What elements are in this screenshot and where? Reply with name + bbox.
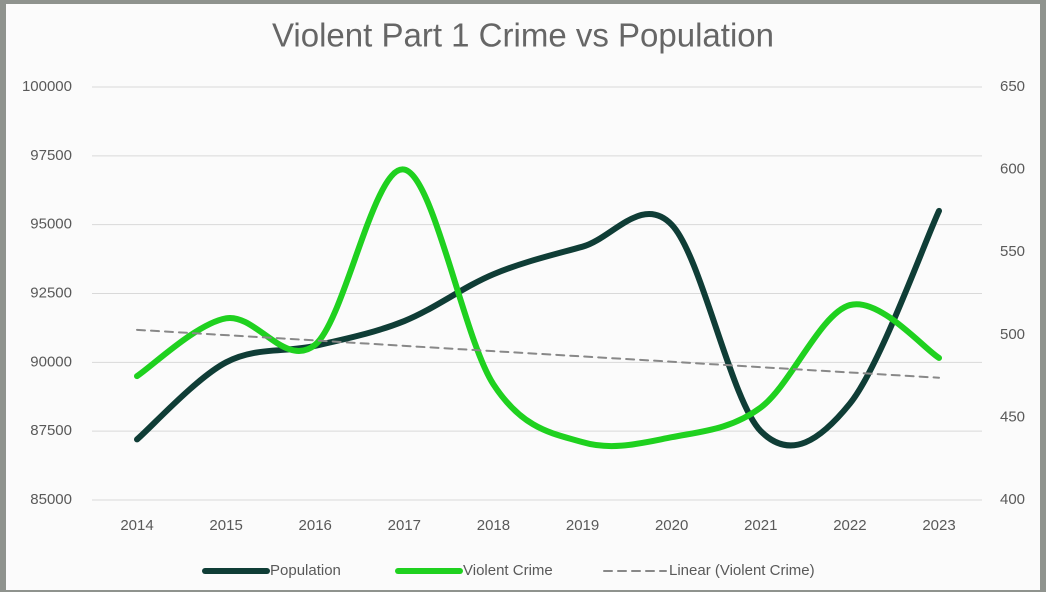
trend-line <box>136 328 940 379</box>
x-tick-label: 2017 <box>388 517 421 534</box>
x-tick-label: 2023 <box>922 517 955 534</box>
y2-tick-label: 600 <box>1000 161 1025 178</box>
y2-tick-label: 500 <box>1000 326 1025 343</box>
x-tick-label: 2015 <box>209 517 242 534</box>
y2-tick-label: 650 <box>1000 78 1025 95</box>
legend-label: Population <box>270 562 341 579</box>
x-tick-label: 2022 <box>833 517 866 534</box>
y2-tick-label: 550 <box>1000 243 1025 260</box>
x-tick-label: 2019 <box>566 517 599 534</box>
y-tick-label: 97500 <box>30 147 72 164</box>
y-tick-label: 95000 <box>30 216 72 233</box>
series-line <box>134 166 942 450</box>
y-tick-label: 85000 <box>30 491 72 508</box>
x-tick-label: 2020 <box>655 517 688 534</box>
y2-tick-label: 400 <box>1000 491 1025 508</box>
chart-panel <box>6 4 1040 590</box>
y-tick-label: 90000 <box>30 353 72 370</box>
y2-tick-label: 450 <box>1000 408 1025 425</box>
y-tick-label: 92500 <box>30 284 72 301</box>
legend-label: Linear (Violent Crime) <box>669 562 815 579</box>
y-tick-label: 87500 <box>30 422 72 439</box>
x-tick-label: 2018 <box>477 517 510 534</box>
y-tick-label: 100000 <box>22 78 72 95</box>
chart-title: Violent Part 1 Crime vs Population <box>272 17 774 54</box>
x-tick-label: 2021 <box>744 517 777 534</box>
x-tick-label: 2016 <box>299 517 332 534</box>
x-tick-label: 2014 <box>120 517 153 534</box>
legend-label: Violent Crime <box>463 562 553 579</box>
